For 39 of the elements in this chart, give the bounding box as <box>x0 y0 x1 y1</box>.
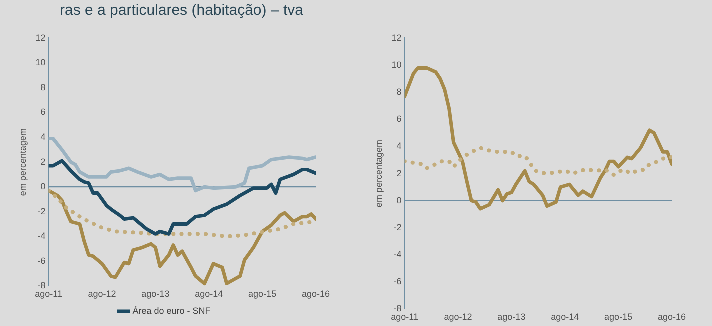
y-tick-label: 0 <box>40 182 46 192</box>
x-tick-label: ago-13 <box>142 289 170 300</box>
x-tick-label: ago-11 <box>35 289 62 300</box>
y-tick-label: -8 <box>38 280 46 291</box>
y-tick-label: -6 <box>38 256 46 266</box>
x-tick-label: ago-14 <box>195 289 224 300</box>
y-tick-label: 10 <box>36 58 46 68</box>
x-tick-label: ago-14 <box>551 312 580 322</box>
y-axis-title: em percentagem <box>374 140 384 208</box>
x-tick-label: ago-11 <box>391 312 418 322</box>
x-tick-label: ago-16 <box>658 312 686 322</box>
x-tick-label: ago-12 <box>444 312 472 322</box>
x-tick-label: ago-15 <box>604 312 633 322</box>
x-tick-label: ago-15 <box>248 289 277 300</box>
y-tick-label: -2 <box>38 206 46 216</box>
y-tick-label: 12 <box>36 32 46 43</box>
x-tick-label: ago-13 <box>498 312 526 322</box>
y-tick-label: -4 <box>394 250 402 260</box>
line-series <box>404 146 672 178</box>
chart-title: ras e a particulares (habitação) – tva <box>60 2 304 19</box>
y-tick-label: 4 <box>40 132 46 142</box>
x-tick-label: ago-16 <box>302 289 330 300</box>
y-axis-title: em percentagem <box>18 128 28 196</box>
y-tick-label: -4 <box>38 231 46 242</box>
y-tick-label: -2 <box>394 222 402 232</box>
y-tick-label: 10 <box>392 60 402 70</box>
y-tick-label: 8 <box>40 82 46 92</box>
y-tick-label: 6 <box>396 114 402 124</box>
y-tick-label: 2 <box>40 156 46 167</box>
y-tick-label: 2 <box>396 168 402 178</box>
x-tick-label: ago-12 <box>88 289 116 300</box>
y-tick-label: -6 <box>394 276 402 287</box>
y-tick-label: 8 <box>396 87 402 98</box>
y-tick-label: 12 <box>392 32 402 43</box>
y-tick-label: 4 <box>396 141 402 152</box>
legend-label: Área do euro - SNF <box>132 306 212 316</box>
y-tick-label: -8 <box>394 304 402 314</box>
y-tick-label: 6 <box>40 107 46 118</box>
y-tick-label: 0 <box>396 195 402 206</box>
